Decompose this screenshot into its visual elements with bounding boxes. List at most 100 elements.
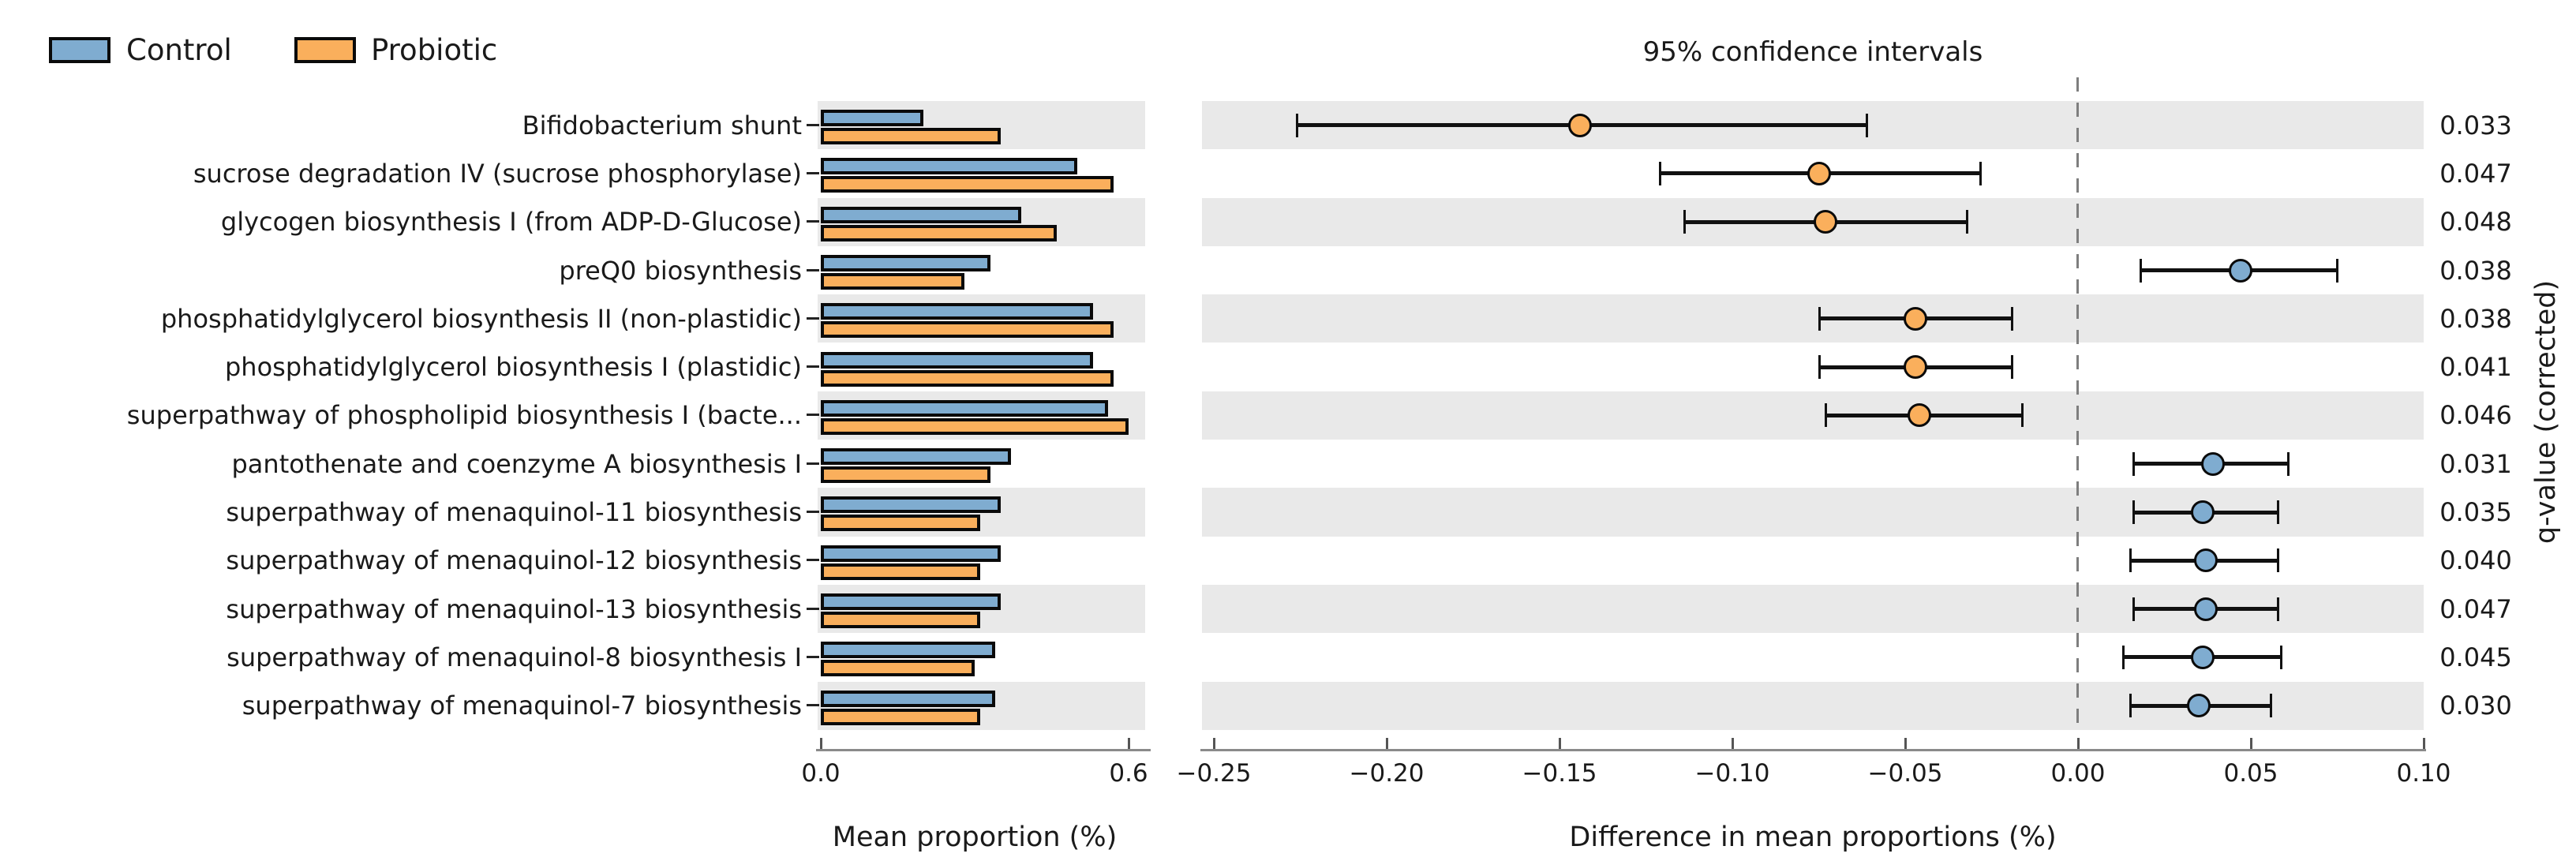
q-value: 0.048 <box>2439 207 2512 238</box>
zero-reference-line <box>2076 77 2079 730</box>
ci-marker <box>2190 645 2215 669</box>
right-axis-title: Difference in mean proportions (%) <box>1569 822 2057 853</box>
ci-cap-low <box>1818 306 1821 331</box>
right-axis-tick-label: −0.20 <box>1349 759 1425 788</box>
category-tick <box>807 414 819 417</box>
legend-label-control: Control <box>126 33 232 67</box>
bar-probiotic <box>821 612 980 628</box>
category-label: pantothenate and coenzyme A biosynthesis… <box>231 448 802 479</box>
bar-control <box>821 642 995 659</box>
bar-control <box>821 545 1001 562</box>
category-label: preQ0 biosynthesis <box>559 255 802 286</box>
ci-cap-low <box>2132 500 2136 525</box>
category-tick <box>807 171 819 174</box>
category-label: superpathway of menaquinol-7 biosynthesi… <box>242 691 802 721</box>
right-axis-tick-label: −0.15 <box>1522 759 1597 788</box>
ci-cap-low <box>2129 548 2132 573</box>
ci-cap-low <box>1825 403 1828 428</box>
bar-probiotic <box>821 660 975 677</box>
row-stripe-right <box>1202 391 2424 440</box>
ci-cap-high <box>2277 500 2280 525</box>
category-label: superpathway of menaquinol-11 biosynthes… <box>226 497 802 528</box>
q-value: 0.047 <box>2439 158 2512 189</box>
ci-marker <box>1568 113 1593 137</box>
left-axis-tick <box>820 738 822 749</box>
ci-marker <box>2228 258 2252 283</box>
bar-probiotic <box>821 272 964 290</box>
ci-cap-high <box>1865 113 1868 137</box>
legend-swatch-probiotic <box>294 37 356 63</box>
bar-probiotic <box>821 417 1129 435</box>
q-value: 0.030 <box>2439 691 2512 721</box>
bar-control <box>821 690 995 707</box>
ci-cap-low <box>2139 258 2142 283</box>
bar-probiotic <box>821 224 1057 241</box>
bar-probiotic <box>821 708 980 725</box>
left-axis-tick-label: 0.0 <box>801 759 841 788</box>
right-axis-tick <box>1904 738 1907 749</box>
ci-cap-high <box>2277 548 2280 573</box>
ci-marker <box>2200 451 2225 476</box>
bar-probiotic <box>821 466 990 484</box>
ci-marker <box>1907 403 1931 428</box>
right-axis-tick-label: −0.25 <box>1176 759 1252 788</box>
category-tick <box>807 462 819 465</box>
bar-control <box>821 351 1093 369</box>
category-label: superpathway of phospholipid biosynthesi… <box>126 400 802 431</box>
ci-cap-high <box>2280 645 2283 669</box>
bar-control <box>821 254 990 271</box>
ci-cap-high <box>1965 210 1968 234</box>
ci-marker <box>1807 161 1831 185</box>
confidence-interval-title: 95% confidence intervals <box>1642 36 1983 68</box>
ci-marker <box>2187 694 2211 718</box>
right-axis-tick-label: −0.05 <box>1867 759 1943 788</box>
ci-cap-low <box>1659 161 1662 185</box>
bar-control <box>821 110 923 126</box>
right-panel-axis-line <box>1200 749 2426 751</box>
ci-marker <box>1814 210 1838 234</box>
q-value: 0.038 <box>2439 255 2512 286</box>
bar-control <box>821 593 1001 610</box>
category-tick <box>807 655 819 658</box>
ci-cap-low <box>1296 113 1299 137</box>
right-axis-tick-label: 0.05 <box>2223 759 2278 788</box>
ci-cap-low <box>1818 355 1821 380</box>
q-value: 0.038 <box>2439 303 2512 334</box>
q-value: 0.031 <box>2439 448 2512 479</box>
ci-cap-low <box>2132 451 2136 476</box>
ci-cap-low <box>1683 210 1686 234</box>
ci-cap-low <box>2121 645 2125 669</box>
right-axis-tick-label: −0.10 <box>1694 759 1770 788</box>
category-tick <box>807 220 819 223</box>
right-axis-tick <box>2423 738 2425 749</box>
category-label: glycogen biosynthesis I (from ADP-D-Gluc… <box>220 207 802 238</box>
ci-cap-high <box>2270 694 2273 718</box>
legend-label-probiotic: Probiotic <box>371 33 498 67</box>
ci-cap-high <box>1979 161 1983 185</box>
q-value: 0.033 <box>2439 110 2512 140</box>
bar-control <box>821 448 1011 466</box>
q-value: 0.046 <box>2439 400 2512 431</box>
ci-cap-high <box>2020 403 2024 428</box>
category-tick <box>807 511 819 514</box>
ci-marker <box>2190 500 2215 525</box>
category-label: superpathway of menaquinol-12 biosynthes… <box>226 545 802 576</box>
category-tick <box>807 123 819 126</box>
left-axis-tick-label: 0.6 <box>1109 759 1148 788</box>
category-label: sucrose degradation IV (sucrose phosphor… <box>193 158 802 189</box>
category-tick <box>807 607 819 610</box>
ci-cap-high <box>2010 355 2013 380</box>
ci-marker <box>2194 548 2218 573</box>
q-value: 0.045 <box>2439 642 2512 672</box>
category-label: superpathway of menaquinol-8 biosynthesi… <box>227 642 802 672</box>
ci-marker <box>1904 306 1928 331</box>
right-axis-tick <box>1213 738 1215 749</box>
bar-probiotic <box>821 321 1114 339</box>
left-axis-tick <box>1128 738 1130 749</box>
bar-probiotic <box>821 128 1001 144</box>
category-tick <box>807 559 819 562</box>
row-stripe-right <box>1202 294 2424 343</box>
category-tick <box>807 365 819 369</box>
q-value: 0.035 <box>2439 497 2512 528</box>
category-label: Bifidobacterium shunt <box>522 110 802 140</box>
